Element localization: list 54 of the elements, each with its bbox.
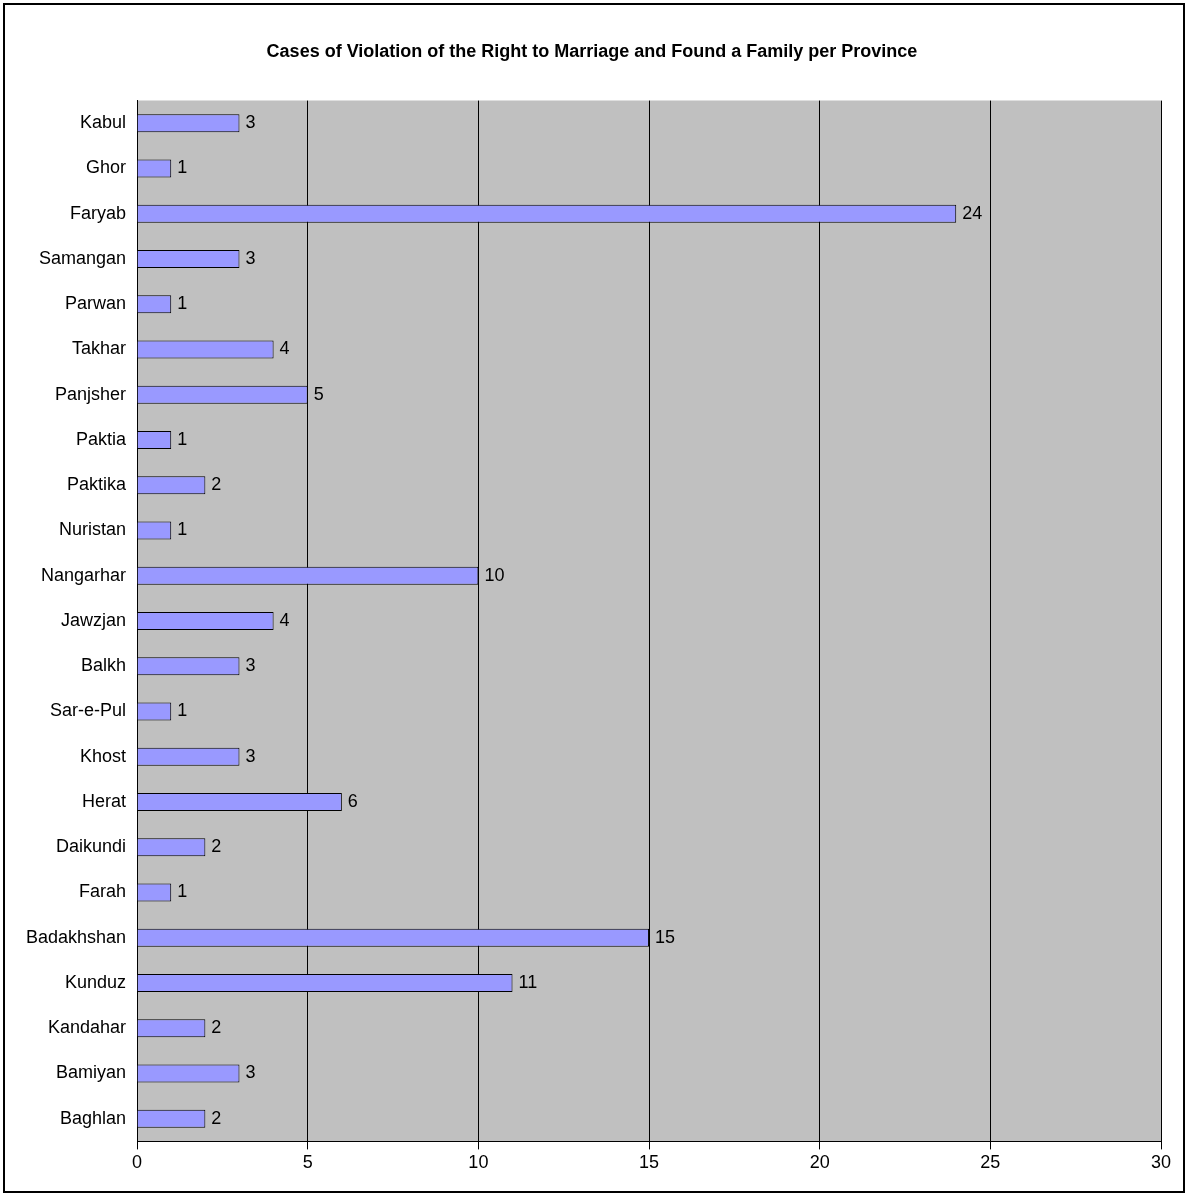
data-label: 11: [518, 971, 538, 992]
y-tick-label: Badakhshan: [25, 926, 127, 947]
y-tick-label: Faryab: [70, 202, 127, 223]
data-label: 1: [177, 293, 188, 314]
y-tick-label: Samangan: [39, 247, 127, 268]
data-label: 5: [313, 383, 324, 404]
y-tick-label: Daikundi: [56, 836, 127, 857]
y-tick-label: Herat: [82, 790, 127, 811]
y-tick-label: Sar-e-Pul: [50, 700, 127, 721]
data-label: 6: [347, 790, 358, 811]
data-label: 3: [245, 1062, 256, 1083]
y-tick-label: Kandahar: [48, 1017, 127, 1038]
x-tick-label: 20: [809, 1152, 830, 1173]
y-tick-label: Parwan: [65, 293, 127, 314]
y-tick-label: Ghor: [86, 157, 127, 178]
data-label: 4: [279, 609, 290, 630]
chart-title: Cases of Violation of the Right to Marriage and Found a Family per Province: [266, 40, 918, 61]
data-label: 2: [211, 474, 222, 495]
data-label: 24: [962, 202, 983, 223]
data-label: 3: [245, 655, 256, 676]
data-label: 3: [245, 745, 256, 766]
y-tick-label: Farah: [79, 881, 127, 902]
data-label: 1: [177, 881, 188, 902]
data-label: 15: [655, 926, 676, 947]
y-tick-label: Baghlan: [60, 1107, 127, 1128]
data-label: 1: [177, 157, 188, 178]
y-tick-label: Paktika: [67, 474, 128, 495]
data-label: 4: [279, 338, 290, 359]
data-label: 2: [211, 836, 222, 857]
data-label: 1: [177, 519, 188, 540]
data-label: 3: [245, 112, 256, 133]
y-tick-label: Bamiyan: [56, 1062, 127, 1083]
y-tick-label: Kunduz: [65, 971, 127, 992]
x-tick-label: 25: [980, 1152, 1001, 1173]
x-tick-label: 10: [468, 1152, 489, 1173]
x-tick-label: 15: [639, 1152, 660, 1173]
y-tick-label: Khost: [80, 745, 127, 766]
y-tick-label: Balkh: [81, 655, 127, 676]
y-tick-label: Nuristan: [59, 519, 127, 540]
data-label: 1: [177, 428, 188, 449]
y-tick-label: Nangarhar: [41, 564, 127, 585]
y-tick-label: Panjsher: [55, 383, 127, 404]
y-tick-label: Kabul: [80, 112, 127, 133]
y-tick-label: Takhar: [72, 338, 127, 359]
y-tick-label: Paktia: [76, 428, 128, 449]
data-label: 1: [177, 700, 188, 721]
x-tick-label: 5: [302, 1152, 313, 1173]
data-label: 2: [211, 1107, 222, 1128]
data-label: 10: [484, 564, 505, 585]
x-tick-label: 30: [1150, 1152, 1172, 1173]
y-tick-label: Jawzjan: [61, 609, 127, 630]
data-label: 2: [211, 1017, 222, 1038]
data-label: 3: [245, 247, 256, 268]
x-tick-label: 0: [132, 1152, 143, 1173]
